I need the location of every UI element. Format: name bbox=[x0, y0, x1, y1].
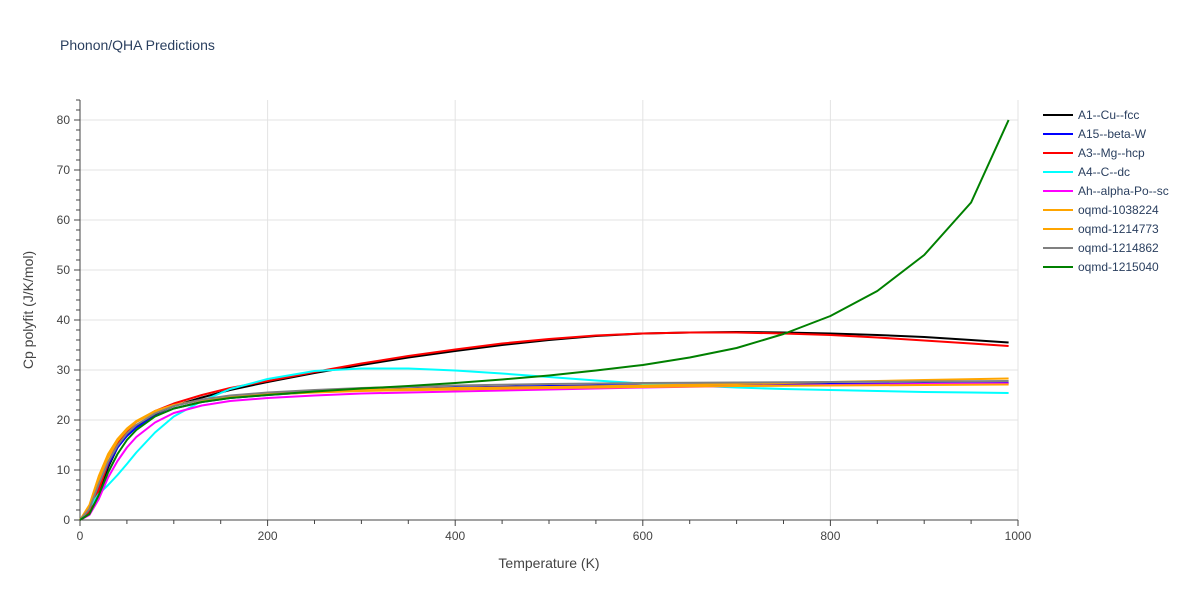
x-axis-label: Temperature (K) bbox=[498, 555, 599, 571]
x-tick-label: 200 bbox=[258, 529, 278, 543]
legend-item-label: oqmd-1038224 bbox=[1078, 203, 1159, 217]
x-tick-label: 800 bbox=[820, 529, 840, 543]
y-tick-label: 60 bbox=[57, 213, 71, 227]
series-line-A1--Cu--fcc bbox=[79, 331, 1009, 521]
y-axis-label: Cp polyfit (J/K/mol) bbox=[20, 251, 36, 369]
series-line-oqmd-1214862 bbox=[79, 380, 1009, 521]
x-tick-label: 400 bbox=[445, 529, 465, 543]
legend-item-label: A3--Mg--hcp bbox=[1078, 146, 1145, 160]
legend-item-label: Ah--alpha-Po--sc bbox=[1078, 184, 1169, 198]
legend-item-label: oqmd-1214862 bbox=[1078, 241, 1159, 255]
series-line-A3--Mg--hcp bbox=[79, 331, 1009, 521]
x-tick-label: 0 bbox=[77, 529, 84, 543]
x-tick-label: 1000 bbox=[1005, 529, 1032, 543]
series-line-Ah--alpha-Po--sc bbox=[79, 382, 1009, 521]
legend-item-label: oqmd-1214773 bbox=[1078, 222, 1159, 236]
legend-item-label: A4--C--dc bbox=[1078, 165, 1130, 179]
y-tick-label: 20 bbox=[57, 413, 71, 427]
y-tick-label: 80 bbox=[57, 113, 71, 127]
series-line-oqmd-1038224 bbox=[79, 383, 1009, 521]
y-tick-label: 70 bbox=[57, 163, 71, 177]
gridlines bbox=[80, 100, 1019, 520]
x-tick-label: 600 bbox=[633, 529, 653, 543]
series-line-A4--C--dc bbox=[79, 367, 1009, 521]
legend: A1--Cu--fcc A15--beta-W A3--Mg--hcp A4--C--… bbox=[1043, 108, 1169, 274]
y-tick-label: 10 bbox=[57, 463, 71, 477]
legend-item-label: A15--beta-W bbox=[1078, 127, 1147, 141]
legend-item-label: oqmd-1215040 bbox=[1078, 260, 1159, 274]
legend-item-label: A1--Cu--fcc bbox=[1078, 108, 1139, 122]
y-tick-label: 50 bbox=[57, 263, 71, 277]
plot-area bbox=[79, 119, 1010, 521]
y-tick-label: 0 bbox=[63, 513, 70, 527]
axes: 0 200 400 600 800 1000 0 10 20 30 40 50 60 70 80 bbox=[57, 99, 1032, 543]
chart-title: Phonon/QHA Predictions bbox=[60, 37, 215, 53]
y-tick-label: 30 bbox=[57, 363, 71, 377]
series-line-oqmd-1215040 bbox=[79, 119, 1010, 521]
y-tick-label: 40 bbox=[57, 313, 71, 327]
